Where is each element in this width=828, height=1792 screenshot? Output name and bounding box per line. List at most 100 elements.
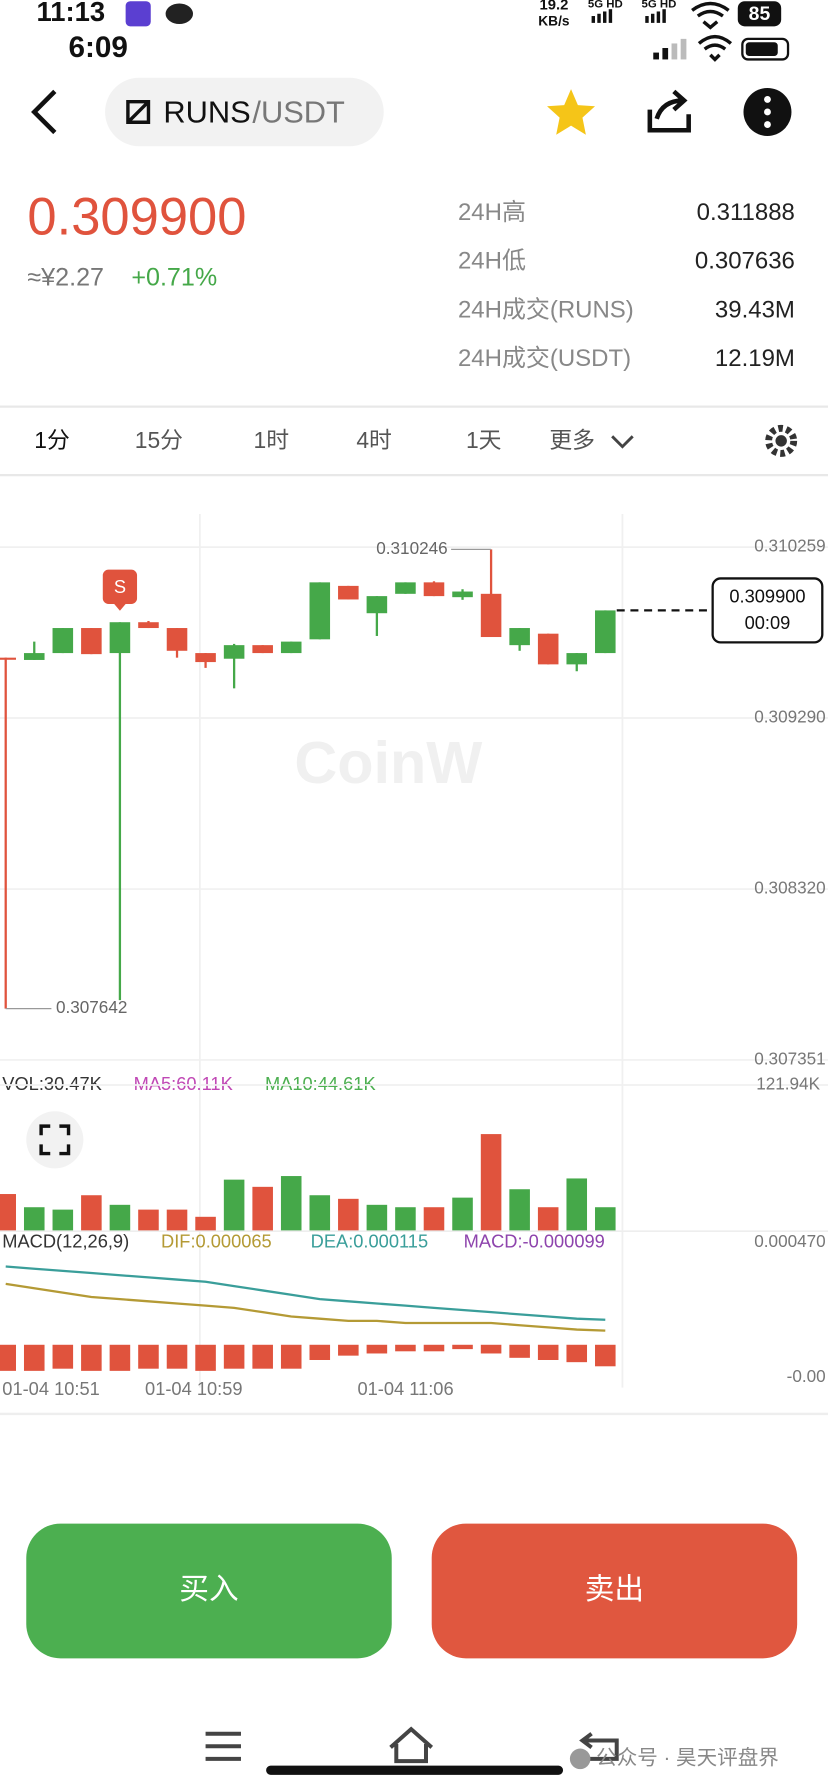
countdown: 00:09 bbox=[745, 612, 791, 633]
price-cny: ≈¥2.27 bbox=[27, 263, 104, 291]
stat-label: 24H成交(RUNS) bbox=[458, 296, 634, 323]
nav-back[interactable] bbox=[579, 1732, 619, 1761]
candle-body bbox=[423, 582, 445, 597]
macd-bar bbox=[23, 1344, 45, 1371]
macd-bar bbox=[537, 1344, 559, 1360]
candle-body bbox=[537, 633, 559, 665]
status-time: 11:13 bbox=[37, 0, 106, 27]
macd-bar bbox=[166, 1344, 188, 1369]
stat-label: 24H高 bbox=[458, 199, 526, 226]
timeframe-tab[interactable]: 4时 bbox=[356, 427, 392, 453]
signal-bars bbox=[591, 9, 666, 23]
macd-bar bbox=[366, 1344, 388, 1354]
candle-body bbox=[166, 628, 188, 651]
pair-quote: /USDT bbox=[252, 94, 345, 129]
ma5-label: MA5:60.11K bbox=[134, 1073, 233, 1094]
fullscreen-icon bbox=[39, 1124, 71, 1156]
stats: 24H高 0.311888 24H低 0.307636 24H成交(RUNS) 39.43… bbox=[458, 199, 795, 372]
buy-button[interactable] bbox=[26, 1523, 392, 1659]
wifi-icon bbox=[697, 34, 733, 62]
volume-bar bbox=[0, 1194, 16, 1232]
back-button[interactable] bbox=[31, 89, 57, 135]
volume-bar bbox=[309, 1195, 331, 1232]
x-tick-label: 01-04 10:51 bbox=[2, 1378, 99, 1399]
y-tick-label: 0.308320 bbox=[754, 878, 825, 898]
macd-bar bbox=[452, 1344, 473, 1350]
last-price-label: 0.309900 bbox=[729, 586, 805, 607]
more-chevron bbox=[611, 435, 634, 449]
stat-value: 0.307636 bbox=[695, 248, 795, 275]
wechat-logo bbox=[569, 1748, 591, 1770]
app-icon bbox=[125, 1, 151, 27]
macd-bar bbox=[309, 1344, 331, 1360]
stat-value: 0.311888 bbox=[697, 199, 795, 226]
volume-bar bbox=[23, 1207, 45, 1232]
volume-bar bbox=[338, 1198, 359, 1232]
macd-bar bbox=[423, 1344, 445, 1352]
settings-gear[interactable] bbox=[765, 424, 798, 457]
wechat-icon bbox=[165, 3, 194, 25]
candle-body bbox=[138, 622, 159, 629]
volume-bar bbox=[366, 1204, 388, 1232]
pair-selector[interactable] bbox=[105, 77, 384, 147]
nav-menu[interactable] bbox=[205, 1731, 241, 1761]
volume-bar bbox=[81, 1195, 102, 1232]
volume-bar bbox=[52, 1209, 74, 1232]
candle-body bbox=[366, 596, 388, 614]
volume-bar bbox=[138, 1209, 159, 1232]
macd-label: MACD(12,26,9) bbox=[2, 1230, 129, 1251]
wifi-icon bbox=[691, 1, 730, 30]
timeframe-tab[interactable]: 1时 bbox=[254, 427, 290, 453]
volume-bar bbox=[509, 1189, 530, 1232]
volume-bar bbox=[566, 1178, 588, 1232]
dea-label: DEA:0.000115 bbox=[311, 1230, 428, 1251]
timeframe-tab[interactable]: 更多 bbox=[549, 427, 595, 453]
watermark: 公众号 · 昊天评盘界 bbox=[596, 1746, 779, 1769]
macd-bar bbox=[109, 1344, 131, 1371]
ma10-label: MA10:44.61K bbox=[265, 1073, 376, 1094]
volume-bar bbox=[480, 1134, 502, 1232]
settings-gear-center bbox=[775, 435, 787, 447]
fullscreen-button[interactable] bbox=[26, 1111, 84, 1169]
share-button[interactable] bbox=[647, 89, 691, 133]
macd-bar bbox=[252, 1344, 273, 1369]
macd-value-label: MACD:-0.000099 bbox=[464, 1230, 605, 1251]
candle-body bbox=[338, 585, 359, 600]
sell-marker bbox=[102, 569, 138, 604]
x-tick-label: 01-04 10:59 bbox=[145, 1378, 243, 1399]
macd-bar bbox=[480, 1344, 502, 1354]
pair-base: RUNS bbox=[163, 94, 250, 129]
timeframe-tab[interactable]: 1分 bbox=[34, 427, 70, 453]
candle-body bbox=[509, 628, 530, 646]
macd-bar bbox=[595, 1344, 616, 1367]
macd-bar bbox=[566, 1344, 588, 1363]
volume-bar bbox=[252, 1186, 273, 1232]
stat-value: 12.19M bbox=[715, 345, 795, 372]
timeframe-tab[interactable]: 1天 bbox=[466, 427, 502, 453]
macd-bar bbox=[52, 1344, 74, 1369]
volume-bar bbox=[109, 1204, 131, 1232]
nav-home[interactable] bbox=[389, 1726, 434, 1764]
y-tick-label: 0.000470 bbox=[754, 1231, 825, 1251]
volume-bar bbox=[280, 1176, 302, 1232]
net-speed-unit: KB/s bbox=[538, 13, 570, 28]
macd-bar bbox=[395, 1344, 416, 1352]
sell-button[interactable] bbox=[431, 1523, 798, 1659]
candle-body bbox=[309, 582, 331, 640]
candle-body bbox=[52, 628, 74, 654]
volume-bar bbox=[452, 1197, 473, 1232]
dif-label: DIF:0.000065 bbox=[161, 1230, 272, 1251]
volume-bar bbox=[537, 1207, 559, 1232]
timeframe-tab[interactable]: 15分 bbox=[135, 427, 183, 453]
macd-bar bbox=[338, 1344, 359, 1356]
favorite-star[interactable] bbox=[547, 89, 596, 135]
status-time-secondary: 6:09 bbox=[69, 31, 128, 64]
candle-body bbox=[452, 591, 473, 598]
stat-label: 24H低 bbox=[458, 248, 526, 275]
macd-bar bbox=[280, 1344, 302, 1369]
more-dots bbox=[764, 95, 771, 128]
last-price: 0.309900 bbox=[27, 187, 246, 246]
macd-bar bbox=[81, 1344, 102, 1371]
